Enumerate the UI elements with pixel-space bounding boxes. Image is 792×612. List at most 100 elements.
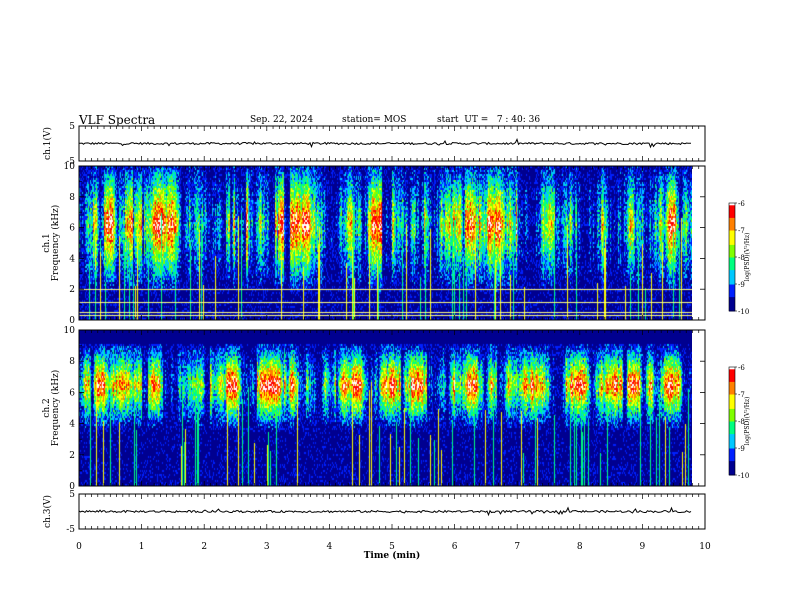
y-tick-label-ch1v: 5 — [69, 122, 75, 132]
colorbar-segment-ch2 — [729, 383, 735, 386]
colorbar-segment-ch2 — [729, 469, 735, 472]
colorbar-segment-ch2 — [729, 471, 735, 474]
colorbar-segment-ch2 — [729, 370, 735, 373]
colorbar-segment-ch1 — [729, 210, 735, 213]
colorbar-segment-ch1 — [729, 309, 735, 312]
colorbar-segment-ch1 — [729, 298, 735, 301]
colorbar-segment-ch2 — [729, 433, 735, 436]
colorbar-segment-ch1 — [729, 244, 735, 247]
colorbar-segment-ch2 — [729, 442, 735, 445]
colorbar-segment-ch2 — [729, 419, 735, 422]
colorbar-segment-ch1 — [729, 215, 735, 218]
colorbar-segment-ch2 — [729, 376, 735, 379]
colorbar-segment-ch2 — [729, 421, 735, 424]
x-tick-label: 0 — [76, 542, 82, 552]
colorbar-tick-label-ch1: -6 — [738, 200, 745, 208]
colorbar-segment-ch1 — [729, 264, 735, 267]
colorbar-segment-ch2 — [729, 403, 735, 406]
y-axis-label-ch1: Frequency (kHz) — [50, 205, 61, 282]
colorbar-segment-ch2 — [729, 395, 735, 399]
colorbar-tick-label-ch2: -7 — [738, 391, 745, 399]
colorbar-segment-ch1 — [729, 248, 735, 251]
channel-label-ch2: ch.2 — [42, 398, 52, 417]
colorbar-segment-ch1 — [729, 255, 735, 258]
colorbar-segment-ch1 — [729, 296, 735, 299]
x-tick-label: 8 — [577, 542, 583, 552]
station-label: station= MOS — [342, 115, 407, 125]
colorbar-segment-ch1 — [729, 267, 735, 271]
colorbar-segment-ch2 — [729, 417, 735, 420]
colorbar-segment-ch1 — [729, 217, 735, 220]
colorbar-segment-ch1 — [729, 307, 735, 310]
colorbar-segment-ch2 — [729, 455, 735, 458]
colorbar-segment-ch1 — [729, 228, 735, 231]
colorbar-segment-ch2 — [729, 372, 735, 375]
y-tick-label-ch2: 0 — [69, 482, 75, 492]
x-tick-label: 7 — [514, 542, 520, 552]
colorbar-segment-ch1 — [729, 276, 735, 280]
y-tick-label-ch1: 0 — [69, 316, 75, 326]
y-tick-label-ch1v: -5 — [66, 157, 75, 167]
colorbar-segment-ch2 — [729, 381, 735, 384]
colorbar-segment-ch2 — [729, 473, 735, 476]
colorbar-segment-ch1 — [729, 273, 735, 276]
colorbar-segment-ch1 — [729, 213, 735, 217]
colorbar-segment-ch1 — [729, 303, 735, 307]
y-tick-label-ch1: 4 — [69, 254, 75, 264]
colorbar-segment-ch1 — [729, 271, 735, 274]
channel-label-ch1: ch.1 — [42, 233, 52, 252]
colorbar-segment-ch1 — [729, 294, 735, 298]
colorbar-segment-ch1 — [729, 260, 735, 263]
date-label: Sep. 22, 2024 — [250, 115, 314, 125]
colorbar-segment-ch2 — [729, 404, 735, 408]
colorbar-segment-ch2 — [729, 457, 735, 460]
colorbar-segment-ch2 — [729, 435, 735, 438]
x-tick-label: 3 — [264, 542, 270, 552]
waveform-ch1v — [79, 138, 691, 149]
colorbar-segment-ch2 — [729, 462, 735, 465]
colorbar-segment-ch2 — [729, 377, 735, 381]
colorbar-segment-ch1 — [729, 222, 735, 226]
colorbar-segment-ch2 — [729, 444, 735, 447]
colorbar-segment-ch2 — [729, 453, 735, 456]
colorbar-segment-ch1 — [729, 284, 735, 287]
colorbar-segment-ch1 — [729, 240, 735, 244]
colorbar-segment-ch2 — [729, 392, 735, 395]
colorbar-segment-ch1 — [729, 278, 735, 281]
colorbar-segment-ch1 — [729, 269, 735, 272]
colorbar-segment-ch2 — [729, 431, 735, 435]
colorbar-segment-ch1 — [729, 230, 735, 233]
colorbar-segment-ch2 — [729, 440, 735, 444]
plot-title: VLF Spectra — [79, 113, 156, 127]
x-tick-label: 5 — [389, 542, 395, 552]
colorbar-label-ch2: log(PSD)(V²/Hz) — [744, 397, 751, 446]
colorbar-tick-label-ch1: -10 — [738, 308, 749, 316]
colorbar-segment-ch1 — [729, 242, 735, 245]
colorbar-segment-ch2 — [729, 422, 735, 426]
x-tick-label: 6 — [452, 542, 458, 552]
colorbar-segment-ch2 — [729, 428, 735, 431]
colorbar-tick-label-ch2: -6 — [738, 364, 745, 372]
colorbar-segment-ch1 — [729, 258, 735, 262]
colorbar-segment-ch2 — [729, 385, 735, 388]
x-axis-label: Time (min) — [364, 550, 421, 561]
colorbar-segment-ch1 — [729, 285, 735, 289]
colorbar-segment-ch1 — [729, 235, 735, 238]
x-tick-label: 2 — [201, 542, 207, 552]
colorbar-segment-ch1 — [729, 251, 735, 254]
spectrogram-ch2 — [79, 330, 692, 486]
colorbar-segment-ch2 — [729, 406, 735, 409]
spectrogram-ch1 — [79, 166, 692, 320]
y-tick-label-ch1: 6 — [69, 224, 75, 234]
y-axis-label-ch2: Frequency (kHz) — [50, 370, 61, 447]
colorbar-segment-ch1 — [729, 289, 735, 292]
colorbar-segment-ch2 — [729, 437, 735, 440]
y-axis-label-ch1v: ch.1(V) — [42, 127, 53, 160]
colorbar-segment-ch1 — [729, 282, 735, 285]
colorbar-segment-ch1 — [729, 237, 735, 240]
colorbar-segment-ch2 — [729, 368, 735, 372]
colorbar-segment-ch1 — [729, 204, 735, 208]
colorbar-segment-ch1 — [729, 231, 735, 235]
colorbar-segment-ch1 — [729, 287, 735, 290]
